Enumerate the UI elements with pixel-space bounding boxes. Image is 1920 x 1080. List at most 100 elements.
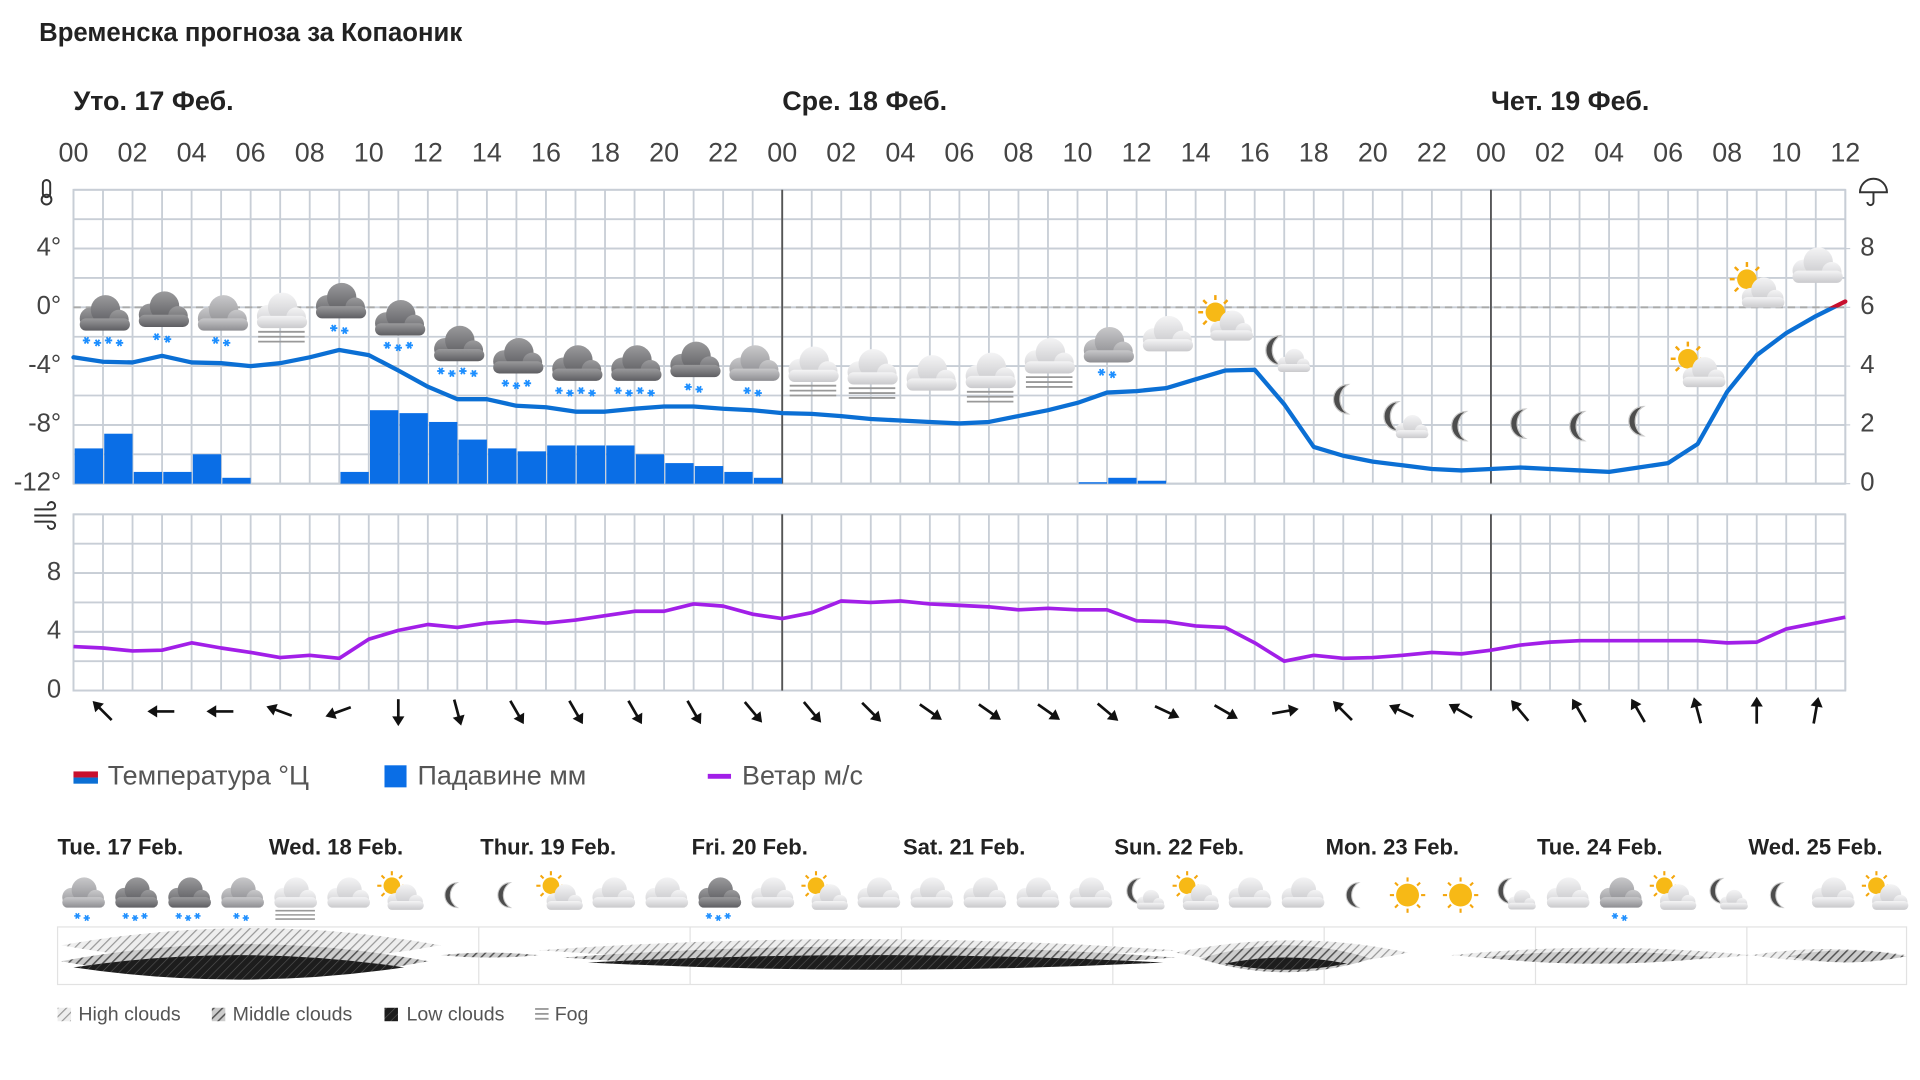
snowflake [1612,912,1618,920]
sun-ray [1416,881,1421,887]
weather-icon [963,877,1007,908]
weather-icon [274,877,318,920]
wind-arrow-shaft [1337,705,1353,722]
wind-arrow-head [325,707,337,719]
wind-arrow [1332,701,1353,722]
wind-arrow-head [266,704,278,716]
cloud-band [1224,957,1347,970]
cloud [910,877,954,908]
wind-arrow-shaft [861,701,877,718]
cloud [857,877,901,908]
cloud [906,355,957,391]
wind-arrow [1630,698,1646,723]
wind-arrow [1571,698,1587,723]
daily-day-label: Fri. 20 Feb. [692,834,808,859]
cloud-part [592,897,636,908]
y-tick-label: -12° [14,468,61,496]
sun-ray [1447,903,1452,909]
sun-ray [1865,874,1870,880]
weather-icon [377,871,424,910]
cloud-part [1792,270,1843,283]
sun-ray [1674,366,1681,372]
sun-disc [1449,883,1473,907]
cloud [1508,889,1536,910]
snowflake [755,389,761,397]
weather-icon [645,877,689,908]
snowflake [94,339,101,347]
cloud-part [857,897,901,908]
cloud [1741,277,1785,308]
wind-arrow [1271,704,1299,717]
legend-swatch-precip [384,765,407,788]
cloud-part [847,372,898,385]
sun-ray [1223,299,1229,305]
precip-bar [104,433,133,484]
weather-icon [1811,877,1855,908]
cloud [847,348,898,385]
cloud [1083,326,1134,363]
weather-icon [788,346,839,397]
x-tick-label: 04 [885,137,915,167]
cloud [1210,310,1253,341]
weather-icon [857,877,901,908]
snowflake [589,389,595,397]
daily-day-label: Sat. 21 Feb. [903,834,1025,859]
snowflake [83,336,90,345]
wind-arrow-head [452,714,465,726]
y-tick-label: 0 [47,675,61,703]
weather-icon [1709,877,1748,910]
sun-disc [1178,877,1196,895]
wind-arrow [1389,703,1415,718]
cloud [168,877,211,908]
snowflake [342,326,348,335]
weather-icon [62,877,105,922]
snowflake [567,389,573,397]
cloud-part [1508,902,1536,910]
weather-icon [1024,337,1075,388]
sun-disc [542,877,560,895]
sun-ray [1193,874,1199,880]
weather-icon [592,877,636,908]
precip-bar [222,477,251,484]
y-tick-label: -8° [28,410,61,438]
daily-day-label: Thur. 19 Feb. [480,834,616,859]
sun-ray [1883,874,1888,880]
snowflake [234,912,239,920]
x-tick-label: 10 [1063,137,1093,167]
wind-arrow-head [206,705,217,718]
wind-arrow-head [1048,709,1061,720]
wind-arrow [325,705,352,719]
moon [497,882,513,909]
sun-ray [804,874,810,880]
weather-icon [751,877,795,908]
snowflake [153,333,160,341]
cloud-part [197,318,249,331]
weather-icon [1198,295,1253,341]
cloud-strip-frame [56,926,1908,986]
snowflake [685,383,691,391]
x-tick-label: 02 [118,137,148,167]
weather-icon [1729,262,1785,308]
cloud-part [221,897,264,908]
cloud [1792,247,1843,283]
weather-icon [1142,315,1194,352]
weather-icon [801,871,848,910]
wind-arrow-shaft [1694,703,1703,724]
snowflake [142,912,147,920]
legend-swatch-high [57,1007,72,1022]
weather-icon [910,877,954,908]
cloud [1811,877,1855,908]
x-tick-label: 06 [1653,137,1683,167]
cloud [387,884,424,910]
sun-ray [1469,881,1474,887]
snowflake [637,386,643,395]
x-tick-label: 22 [1417,137,1447,167]
x-tick-label: 06 [236,137,266,167]
wind-arrow [1096,702,1119,721]
wind-arrow [743,701,763,723]
y2-tick-label: 4 [1860,351,1874,379]
x-tick-label: 12 [1122,137,1152,167]
sun-ray [380,892,386,897]
wind-arrow-shaft [1812,703,1819,724]
wind-arrow [978,703,1001,720]
